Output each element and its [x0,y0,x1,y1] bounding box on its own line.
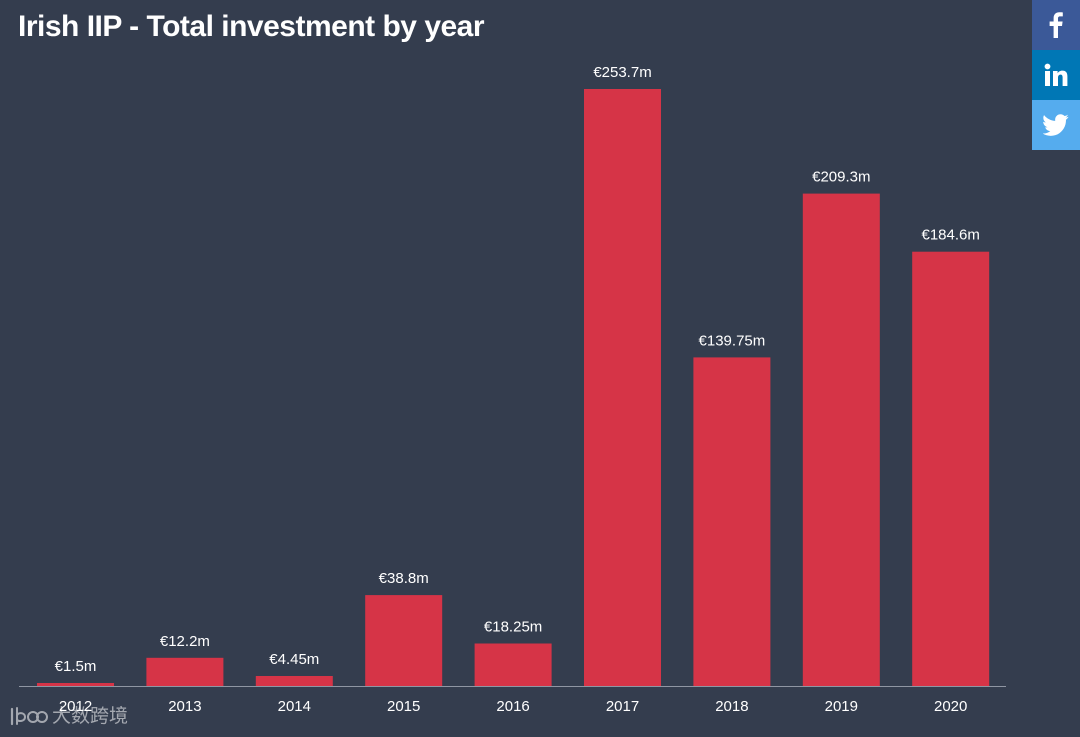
data-label-2019: €209.3m [812,169,870,186]
data-label-2014: €4.45m [269,651,319,668]
labels-layer: €1.5m 2012 €12.2m 2013 €4.45m 2014 €38.8m 2015 €… [55,64,980,715]
twitter-share-button[interactable] [1032,100,1080,150]
data-label-2018: €139.75m [699,332,766,349]
x-tick-label-2018: 2018 [715,698,748,715]
data-label-2013: €12.2m [160,633,210,650]
data-label-2020: €184.6m [922,227,980,244]
bar-chart: €1.5m 2012 €12.2m 2013 €4.45m 2014 €38.8m 2015 €… [19,64,1006,715]
x-tick-label-2013: 2013 [168,698,201,715]
facebook-share-button[interactable] [1032,0,1080,50]
twitter-icon [1043,114,1069,136]
linkedin-share-button[interactable] [1032,50,1080,100]
x-tick-label-2014: 2014 [278,698,311,715]
facebook-icon [1049,12,1063,38]
bar-2014 [255,676,333,687]
bar-2018 [693,357,771,687]
chart-title: Irish IIP - Total investment by year [18,10,485,43]
watermark-text: 大数跨境 [52,705,129,727]
data-label-2016: €18.25m [484,619,542,636]
bar-2012 [37,683,114,687]
data-label-2015: €38.8m [379,570,429,587]
x-tick-label-2015: 2015 [387,698,420,715]
watermark-logo-icon [10,707,48,726]
bar-2015 [365,595,443,687]
linkedin-icon [1044,63,1068,86]
bars-layer [37,89,990,687]
bar-2016 [474,643,552,687]
bar-2017 [584,89,661,687]
x-tick-label-2016: 2016 [496,698,529,715]
share-sidebar [1032,0,1080,150]
bar-2019 [802,193,880,687]
x-tick-label-2017: 2017 [606,698,639,715]
watermark: 大数跨境 [8,704,128,728]
bar-2013 [146,657,224,687]
data-label-2017: €253.7m [593,64,651,81]
x-tick-label-2020: 2020 [934,698,967,715]
bar-2020 [912,251,990,687]
x-tick-label-2019: 2019 [825,698,858,715]
x-tick-label-2012: 2012 [59,698,92,715]
data-label-2012: €1.5m [55,658,97,675]
